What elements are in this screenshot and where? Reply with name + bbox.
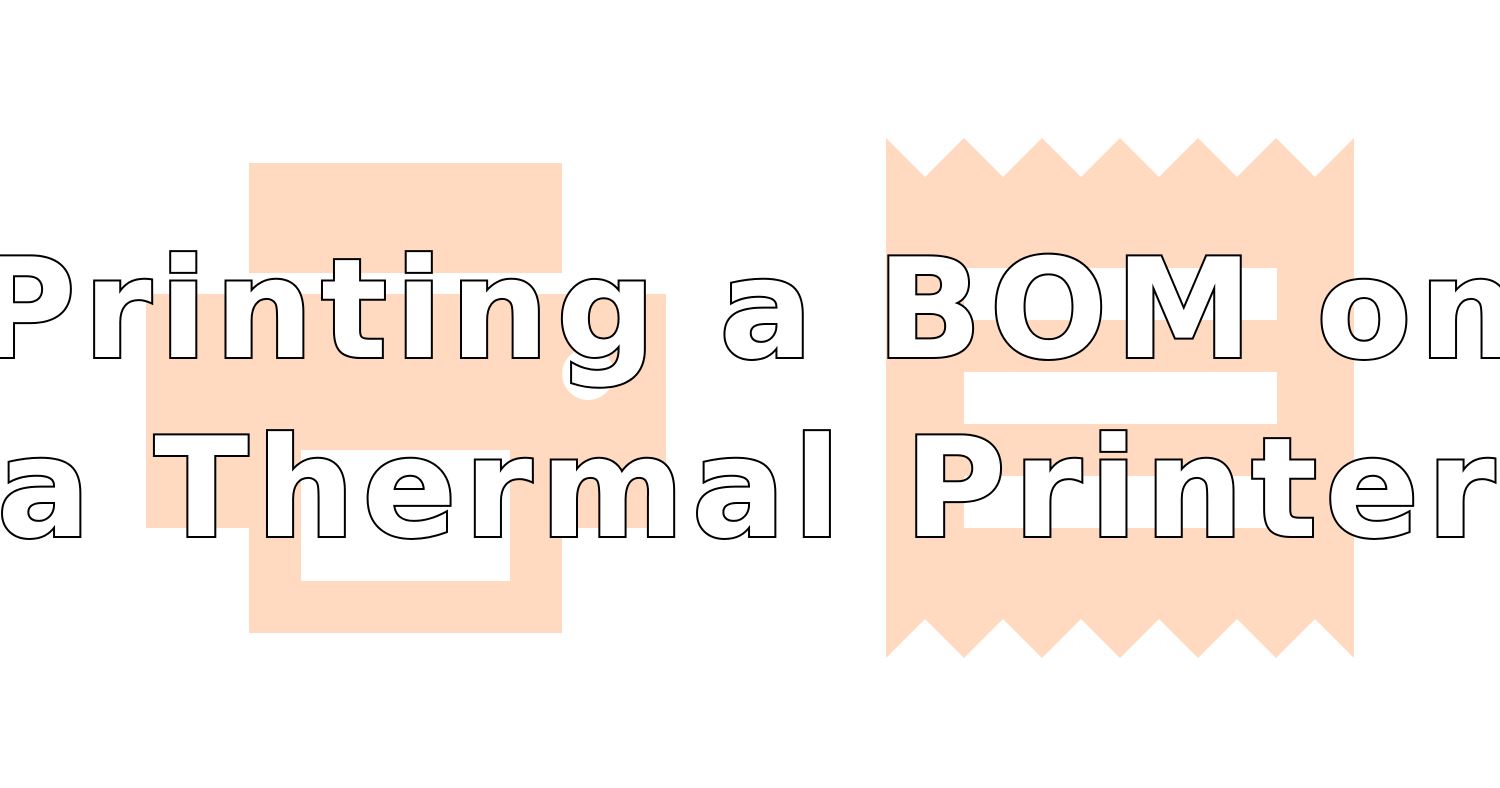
title-line-1: Printing a BOM on bbox=[0, 229, 1500, 390]
title-line-2: a Thermal Printer bbox=[0, 408, 1500, 569]
receipt-icon bbox=[886, 138, 1354, 658]
printer-icon bbox=[146, 163, 666, 633]
